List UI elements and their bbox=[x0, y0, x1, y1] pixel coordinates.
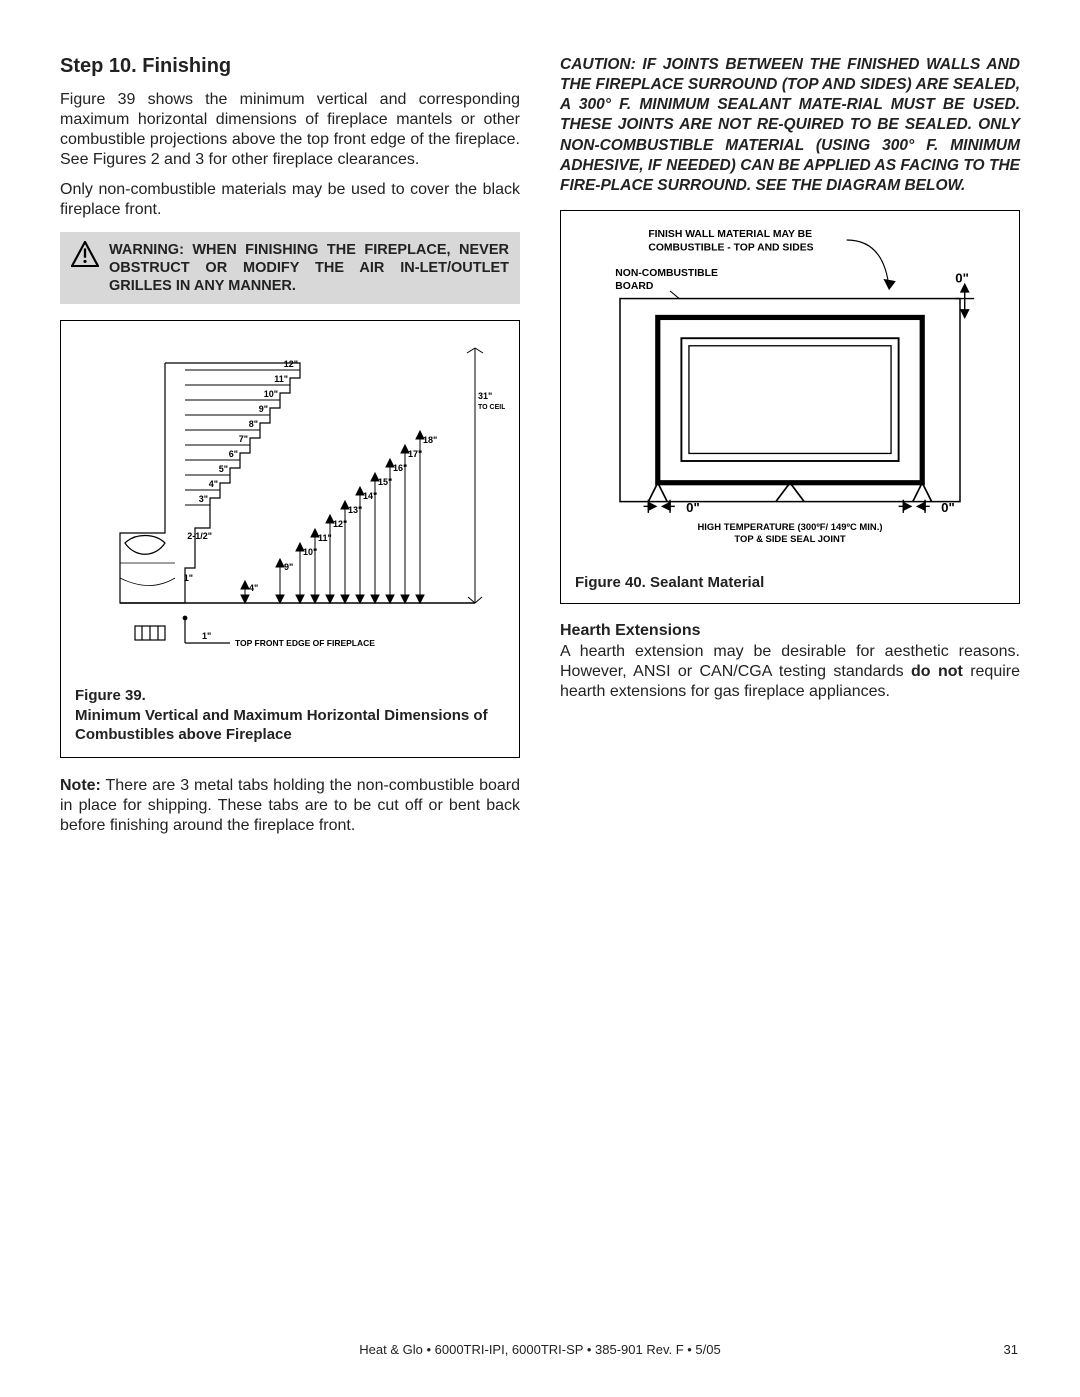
fig39-vlabel: 18" bbox=[423, 435, 437, 445]
fig39-hlabel: 10" bbox=[264, 389, 278, 399]
fig40-zero-top: 0" bbox=[955, 270, 969, 285]
note-paragraph: Note: There are 3 metal tabs holding the… bbox=[60, 776, 520, 836]
fig39-ceiling-31: 31" bbox=[478, 391, 492, 401]
fig40-hightemp-1: HIGH TEMPERATURE (300ºF/ 149ºC MIN.) bbox=[697, 522, 882, 533]
fig39-vlabel: 9" bbox=[284, 562, 293, 572]
figure-39-svg: 12" 11" 10" 9" 8" 7" 6" 5" 4" 3" 2-1/2" … bbox=[75, 333, 505, 673]
left-column: Step 10. Finishing Figure 39 shows the m… bbox=[60, 55, 520, 836]
fig39-hlabel: 7" bbox=[239, 434, 248, 444]
fig39-hlabel: 11" bbox=[274, 374, 288, 384]
right-column: CAUTION: IF JOINTS BETWEEN THE FINISHED … bbox=[560, 55, 1020, 836]
fig39-hlabel: 9" bbox=[259, 404, 268, 414]
step-heading: Step 10. Finishing bbox=[60, 55, 520, 78]
fig39-vlabel: 14" bbox=[363, 491, 377, 501]
warning-triangle-icon bbox=[71, 241, 99, 272]
note-prefix: Note: bbox=[60, 777, 101, 794]
fig40-hightemp-2: TOP & SIDE SEAL JOINT bbox=[734, 534, 845, 545]
page-columns: Step 10. Finishing Figure 39 shows the m… bbox=[60, 55, 1020, 836]
fig40-noncomb-2: BOARD bbox=[615, 281, 654, 292]
fig39-vlabel: 17" bbox=[408, 449, 422, 459]
page-number: 31 bbox=[1004, 1342, 1018, 1357]
figure-39-caption-line2: Minimum Vertical and Maximum Horizontal … bbox=[75, 707, 488, 744]
fig39-vlabel: 12" bbox=[333, 519, 347, 529]
step-paragraph-2: Only non-combustible materials may be us… bbox=[60, 180, 520, 220]
caution-text: CAUTION: IF JOINTS BETWEEN THE FINISHED … bbox=[560, 55, 1020, 196]
fig39-hlabel: 12" bbox=[284, 359, 298, 369]
fig40-finish-wall-2: COMBUSTIBLE - TOP AND SIDES bbox=[648, 242, 813, 253]
figure-39-box: 12" 11" 10" 9" 8" 7" 6" 5" 4" 3" 2-1/2" … bbox=[60, 320, 520, 758]
fig40-zero-br: 0" bbox=[941, 500, 955, 515]
fig39-hlabel: 6" bbox=[229, 449, 238, 459]
fig39-hlabel: 1" bbox=[202, 631, 211, 641]
fig39-vlabel: 11" bbox=[318, 533, 332, 543]
note-body: There are 3 metal tabs holding the non-c… bbox=[60, 777, 520, 834]
fig39-hlabel: 5" bbox=[219, 464, 228, 474]
fig39-hlabel: 1" bbox=[184, 573, 193, 583]
fig39-hlabel: 2-1/2" bbox=[187, 531, 212, 541]
fig39-vlabel: 13" bbox=[348, 505, 362, 515]
fig40-finish-wall-1: FINISH WALL MATERIAL MAY BE bbox=[648, 229, 812, 240]
figure-39-caption: Figure 39. Minimum Vertical and Maximum … bbox=[75, 686, 505, 745]
warning-box: WARNING: WHEN FINISHING THE FIREPLACE, N… bbox=[60, 232, 520, 304]
fig39-vlabel: 4" bbox=[249, 583, 258, 593]
figure-40-caption: Figure 40. Sealant Material bbox=[575, 574, 1005, 591]
fig39-vlabel: 16" bbox=[393, 463, 407, 473]
warning-text: WARNING: WHEN FINISHING THE FIREPLACE, N… bbox=[109, 241, 509, 295]
fig39-ceiling-text: TO CEILING bbox=[478, 404, 505, 411]
fig39-top-front-edge-label: TOP FRONT EDGE OF FIREPLACE bbox=[235, 638, 375, 648]
fig40-noncomb-1: NON-COMBUSTIBLE bbox=[615, 268, 718, 279]
fig39-vlabel: 15" bbox=[378, 477, 392, 487]
hearth-extensions-paragraph: A hearth extension may be desirable for … bbox=[560, 642, 1020, 702]
figure-39-caption-line1: Figure 39. bbox=[75, 687, 146, 704]
fig39-hlabel: 8" bbox=[249, 419, 258, 429]
step-paragraph-1: Figure 39 shows the minimum vertical and… bbox=[60, 90, 520, 170]
hearth-extensions-heading: Hearth Extensions bbox=[560, 622, 1020, 640]
fig40-zero-bl: 0" bbox=[686, 500, 700, 515]
fig39-hlabel: 4" bbox=[209, 479, 218, 489]
figure-40-box: FINISH WALL MATERIAL MAY BE COMBUSTIBLE … bbox=[560, 210, 1020, 604]
hearth-para-bold: do not bbox=[911, 663, 963, 680]
fig39-hlabel: 3" bbox=[199, 494, 208, 504]
page-footer: Heat & Glo • 6000TRI-IPI, 6000TRI-SP • 3… bbox=[0, 1342, 1080, 1357]
figure-40-svg: FINISH WALL MATERIAL MAY BE COMBUSTIBLE … bbox=[575, 223, 1005, 563]
fig39-vlabel: 10" bbox=[303, 547, 317, 557]
